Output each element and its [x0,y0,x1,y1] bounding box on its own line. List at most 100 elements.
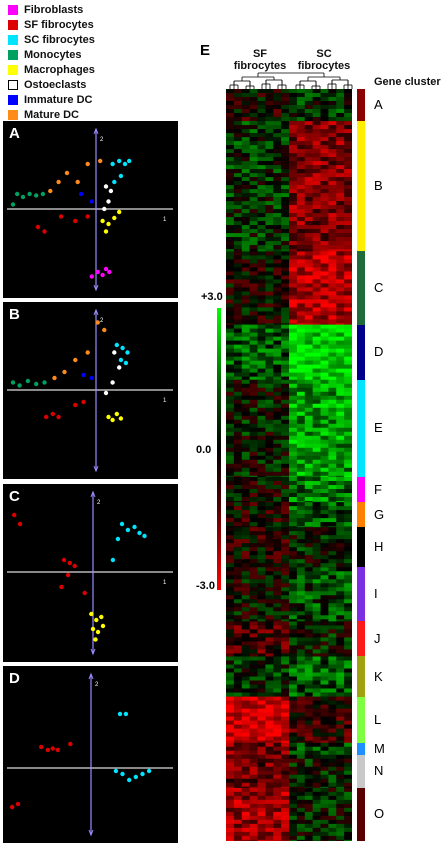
data-point-sf-fibrocytes [73,218,78,224]
column-label-line: SF [252,48,268,60]
data-point-macrophages [94,617,99,623]
data-point-sf-fibrocytes [10,804,15,810]
data-point-fibroblasts [103,266,109,272]
pc2-axis-label: 2 [100,318,104,324]
panel-letter-d: D [9,670,20,687]
data-point-sc-fibrocytes [119,521,125,527]
cluster-letter-c: C [374,280,384,295]
data-point-macrophages [89,611,94,617]
expression-color-scale [217,308,221,590]
data-point-sf-fibrocytes [39,744,44,750]
column-label-line: SC [316,48,332,60]
data-point-monocytes [10,202,16,207]
legend-swatch [8,4,18,15]
data-point-immature-dc [78,191,84,197]
heatmap-cluster-b [226,121,352,252]
heatmap-cluster-h [226,527,352,568]
data-point-macrophages [103,229,109,234]
data-point-macrophages [93,637,98,642]
pc1-axis-label: 1 [163,217,167,223]
data-point-sf-fibrocytes [67,560,73,566]
scale-min-label: -3.0 [196,580,215,592]
data-point-mature-dc [102,327,107,333]
data-point-sf-fibrocytes [65,572,71,578]
data-point-sf-fibrocytes [68,741,73,747]
data-point-monocytes [27,191,32,197]
cluster-bar-c [357,251,365,325]
data-point-sc-fibrocytes [120,771,125,777]
panel-letter-b: B [9,306,20,323]
legend-item-mature-dc: Mature DC [8,107,95,122]
cluster-letter-f: F [374,481,382,497]
data-point-macrophages [114,411,120,417]
data-point-sc-fibrocytes [112,179,117,185]
expression-heatmap [226,89,352,841]
data-point-macrophages [90,626,96,632]
cluster-letter-l: L [374,711,382,727]
data-point-sc-fibrocytes [132,524,137,530]
legend-label: Mature DC [24,108,80,121]
data-point-ostoeclasts [112,350,117,355]
data-point-sf-fibrocytes [42,229,47,234]
cluster-letter-m: M [374,740,385,756]
data-point-sf-fibrocytes [12,512,17,518]
data-point-mature-dc [75,179,80,185]
heatmap-cluster-n [226,754,352,789]
data-point-sc-fibrocytes [118,173,124,179]
data-point-sf-fibrocytes [58,214,64,219]
cluster-letter-n: N [374,763,384,779]
data-point-mature-dc [64,170,70,176]
data-point-sc-fibrocytes [133,774,138,780]
data-point-immature-dc [81,372,86,378]
pc2-axis-arrow-down [93,284,99,292]
cluster-bar-d [357,324,365,380]
heatmap-cluster-c [226,251,352,325]
heatmap-cluster-d [226,324,352,381]
gene-cluster-bar [357,89,365,841]
pc2-axis-arrow-down [88,829,94,837]
pca-plot-d: 2 [7,672,173,837]
data-point-sc-fibrocytes [123,360,129,366]
data-point-mature-dc [85,161,90,167]
data-point-macrophages [106,414,111,420]
legend-swatch [8,64,18,75]
data-point-sc-fibrocytes [137,530,142,536]
pca-plot-c: 12 [7,490,173,656]
legend-label: SC fibrocytes [24,33,95,46]
legend-item-macrophages: Macrophages [8,62,95,77]
heatmap-cluster-k [226,656,352,697]
pc1-axis-label: 1 [163,580,167,586]
data-point-sf-fibrocytes [56,414,61,420]
data-point-mature-dc [62,369,67,375]
legend-item-monocytes: Monocytes [8,47,95,62]
cluster-letter-k: K [374,668,383,684]
cluster-letter-o: O [374,806,385,822]
legend-swatch [8,49,18,60]
legend-swatch [8,19,18,30]
pc2-axis-arrow-down [93,465,99,473]
data-point-macrophages [100,218,105,224]
cluster-bar-f [357,477,365,503]
legend-label: Fibroblasts [24,3,84,16]
data-point-macrophages [106,221,111,227]
scale-max-label: +3.0 [201,291,223,303]
data-point-macrophages [118,416,124,421]
data-point-sf-fibrocytes [82,590,87,596]
heatmap-cluster-m [226,742,352,756]
legend-item-immature-dc: Immature DC [8,92,95,107]
cluster-bar-m [357,742,365,755]
data-point-mature-dc [85,350,90,355]
pc2-axis-label: 2 [95,682,99,688]
data-point-mature-dc [48,188,53,194]
data-point-sc-fibrocytes [117,711,123,717]
data-point-sc-fibrocytes [114,342,120,348]
cluster-bar-j [357,621,365,657]
data-point-sc-fibrocytes [140,771,145,777]
data-point-sc-fibrocytes [127,777,132,783]
panel-letter-a: A [9,125,20,142]
cluster-letter-d: D [374,344,384,360]
pc2-axis-arrow-up [93,308,99,316]
data-point-monocytes [15,191,20,197]
